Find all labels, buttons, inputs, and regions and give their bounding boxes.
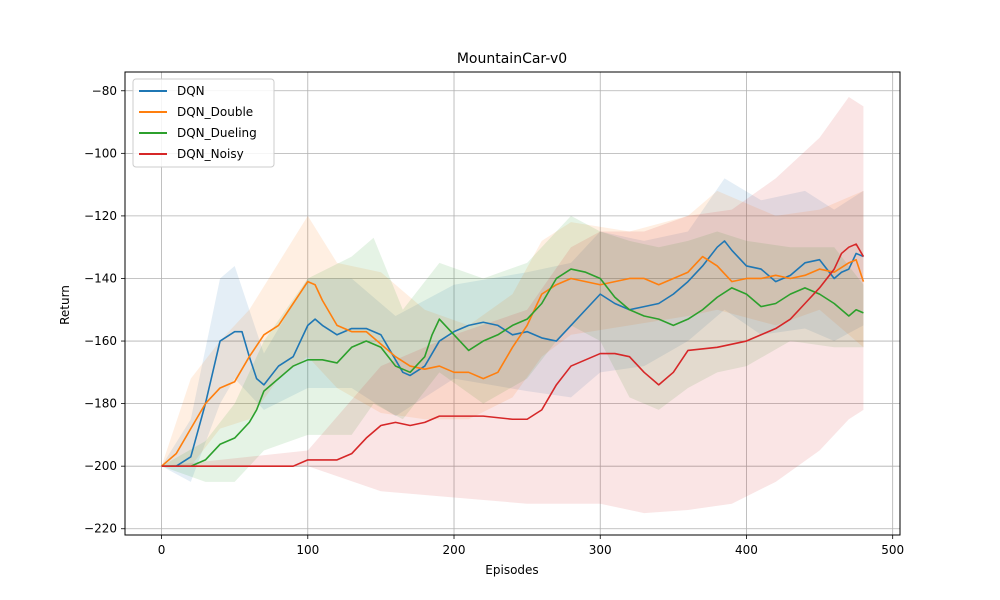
x-axis-label: Episodes xyxy=(485,563,538,577)
y-tick-label: −120 xyxy=(84,209,117,223)
x-tick-label: 200 xyxy=(443,543,466,557)
series-line-dqn-double xyxy=(161,255,865,467)
y-tick-label: −140 xyxy=(84,271,117,285)
x-tick-label: 400 xyxy=(735,543,758,557)
legend-label-dqn-noisy: DQN_Noisy xyxy=(177,147,244,161)
legend: DQN DQN_Double DQN_Dueling DQN_Noisy xyxy=(132,78,275,168)
legend-label-dqn: DQN xyxy=(177,84,205,98)
x-tick-label: 100 xyxy=(296,543,319,557)
band-dqn xyxy=(161,178,864,482)
x-tick-label: 500 xyxy=(881,543,904,557)
series-line-dqn-noisy xyxy=(161,243,865,467)
x-tick-label: 0 xyxy=(158,543,166,557)
x-tick-label: 300 xyxy=(589,543,612,557)
band-dqn-double xyxy=(161,190,864,467)
axis-ticks: 0 100 200 300 400 500 −80 −100 −120 −140 −160 −180 −… xyxy=(84,84,904,557)
plot-frame xyxy=(124,71,901,536)
y-tick-label: −200 xyxy=(84,459,117,473)
series-line-dqn-dueling xyxy=(161,268,864,467)
chart-title: MountainCar-v0 xyxy=(457,51,567,67)
series-lines xyxy=(161,240,865,467)
y-tick-label: −160 xyxy=(84,334,117,348)
y-tick-label: −180 xyxy=(84,397,117,411)
y-tick-label: −220 xyxy=(84,522,117,536)
legend-label-dqn-double: DQN_Double xyxy=(177,105,253,119)
y-tick-label: −100 xyxy=(84,146,117,160)
legend-box xyxy=(132,78,275,168)
band-dqn-noisy xyxy=(161,97,864,514)
y-axis-label: Return xyxy=(58,285,72,325)
legend-label-dqn-dueling: DQN_Dueling xyxy=(177,126,257,140)
y-tick-label: −80 xyxy=(92,84,117,98)
